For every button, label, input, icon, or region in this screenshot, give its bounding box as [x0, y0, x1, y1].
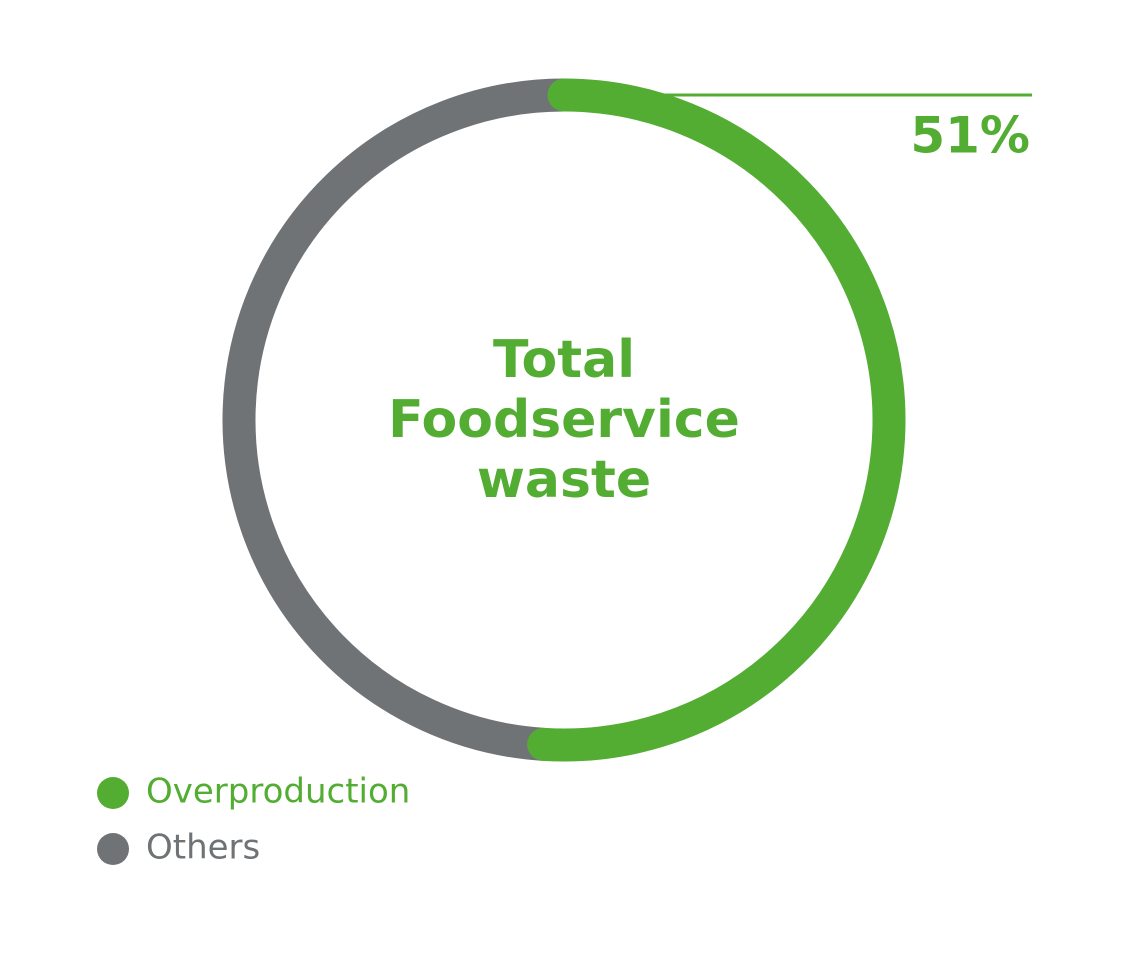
donut-slice [527, 78, 906, 762]
legend-marker [97, 777, 129, 809]
chart-title: Total Foodservice waste [388, 330, 740, 510]
value-label: 51% [910, 107, 1030, 165]
donut-slice [222, 78, 565, 761]
legend-label: Others [146, 828, 260, 868]
legend-marker [97, 833, 129, 865]
legend-label: Overproduction [146, 772, 410, 812]
